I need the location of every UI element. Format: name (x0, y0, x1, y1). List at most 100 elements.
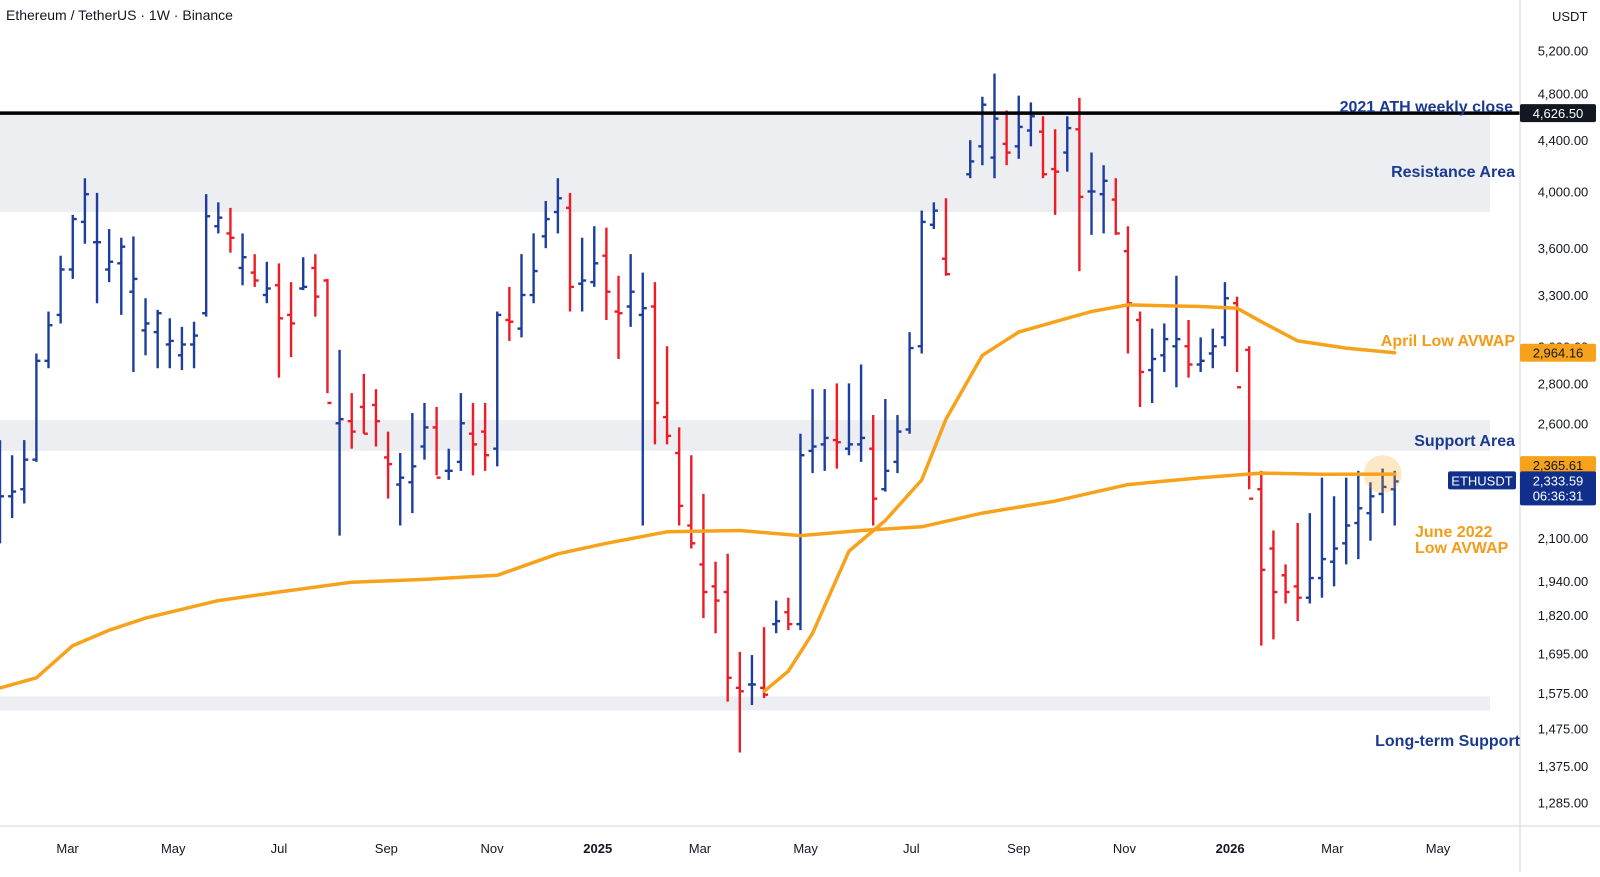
avwap-layer (0, 303, 1402, 694)
ohlc-bar (214, 202, 223, 234)
price-tick-label: 2,100.00 (1538, 531, 1589, 546)
ohlc-bar (323, 278, 332, 405)
ohlc-bar (190, 321, 199, 369)
zone-resistance-area (0, 113, 1490, 213)
price-label-last: ETHUSDT 2,333.59 06:36:31 (1448, 471, 1596, 506)
ohlc-bar (1293, 523, 1302, 622)
price-tick-label: 1,820.00 (1538, 608, 1589, 623)
ohlc-bar (772, 600, 781, 634)
ohlc-bar (105, 229, 114, 283)
time-tick-label: May (793, 841, 818, 856)
ohlc-bar (978, 96, 987, 166)
ohlc-bar (650, 282, 659, 445)
ohlc-bar (711, 561, 720, 634)
ohlc-bar (626, 254, 635, 327)
ohlc-bar (590, 226, 599, 287)
ohlc-bar (420, 402, 429, 460)
ohlc-bar (687, 455, 696, 549)
price-label-june-avwap-text: 2,365.61 (1533, 458, 1584, 473)
ohlc-bar (808, 389, 817, 474)
time-tick-label: Mar (689, 841, 712, 856)
avwap-line-june-2022-low-avwap (0, 471, 1397, 690)
time-tick-label: May (161, 841, 186, 856)
price-tick-label: 1,575.00 (1538, 686, 1589, 701)
ohlc-bar (529, 233, 538, 304)
ohlc-bar (1184, 320, 1193, 378)
annotation-resistance-area: Resistance Area (1391, 164, 1515, 181)
price-label-ath-text: 4,626.50 (1533, 106, 1584, 121)
last-symbol-label: ETHUSDT (1451, 473, 1512, 488)
annotation-april-low-avwap: April Low AVWAP (1381, 333, 1516, 350)
current-price-highlight (1363, 455, 1402, 494)
ohlc-bar (1342, 477, 1351, 565)
ohlc-bar (990, 73, 999, 179)
zones-layer (0, 113, 1490, 711)
ohlc-bar (966, 140, 975, 179)
price-tick-label: 5,200.00 (1538, 43, 1589, 58)
annotation-support-area: Support Area (1414, 433, 1515, 450)
ohlc-bar (614, 275, 623, 359)
annotation-ath-weekly-close: 2021 ATH weekly close (1340, 99, 1514, 116)
ohlc-bar (238, 233, 247, 286)
ohlc-bar (20, 440, 29, 504)
ohlc-bar (274, 263, 283, 378)
ohlc-bar (517, 254, 526, 338)
bars-layer (0, 73, 1399, 753)
annotation-june-avwap-line1: June 2022 (1415, 524, 1492, 541)
time-tick-label: Jul (903, 841, 920, 856)
time-tick-label: Mar (1321, 841, 1344, 856)
price-tick-label: 3,300.00 (1538, 288, 1589, 303)
ohlc-bar (1269, 530, 1278, 640)
ohlc-bar (287, 282, 296, 358)
price-tick-label: 1,475.00 (1538, 721, 1589, 736)
ohlc-bar (1136, 311, 1145, 407)
ohlc-bar (881, 398, 890, 492)
ohlc-bar (857, 364, 866, 462)
ohlc-bar (1123, 226, 1132, 354)
price-tick-label: 1,940.00 (1538, 574, 1589, 589)
ohlc-bar (1160, 323, 1169, 372)
price-tick-label: 1,375.00 (1538, 759, 1589, 774)
ohlc-bar (359, 373, 368, 435)
ohlc-bar (578, 237, 587, 312)
ohlc-bar (1220, 282, 1229, 347)
ohlc-bar (493, 311, 502, 467)
ohlc-bar (456, 393, 465, 471)
ohlc-bar (844, 383, 853, 456)
last-price-label: 2,333.59 (1533, 473, 1584, 488)
ohlc-bar (1172, 275, 1181, 388)
time-tick-label: May (1426, 841, 1451, 856)
ohlc-bar (869, 415, 878, 526)
ohlc-bar (444, 448, 453, 480)
ohlc-bar (311, 254, 320, 317)
price-tick-label: 1,285.00 (1538, 795, 1589, 810)
ohlc-bar (1317, 477, 1326, 598)
ohlc-bar (1354, 470, 1363, 560)
ohlc-bar (1148, 328, 1157, 403)
bar-countdown-label: 06:36:31 (1533, 488, 1584, 503)
ohlc-bar (177, 326, 186, 371)
ohlc-bar (917, 210, 926, 354)
ohlc-bar (396, 453, 405, 526)
ohlc-bar (941, 198, 950, 276)
price-tick-label: 1,695.00 (1538, 646, 1589, 661)
ohlc-bar (299, 257, 308, 291)
ohlc-bar (93, 192, 102, 304)
ohlc-bar (566, 192, 575, 312)
ohlc-bar (1257, 470, 1266, 646)
ohlc-bar (1099, 165, 1108, 234)
time-tick-label: Sep (1007, 841, 1030, 856)
ohlc-bar (432, 406, 441, 479)
ohlc-bar (68, 214, 77, 279)
time-tick-label: Nov (480, 841, 504, 856)
ohlc-bar (553, 178, 562, 234)
ohlc-bar (929, 202, 938, 230)
ohlc-bar (747, 655, 756, 706)
ohlc-bar (723, 553, 732, 702)
time-tick-label: Nov (1113, 841, 1137, 856)
ohlc-bar (893, 415, 902, 474)
ohlc-bar (335, 349, 344, 536)
